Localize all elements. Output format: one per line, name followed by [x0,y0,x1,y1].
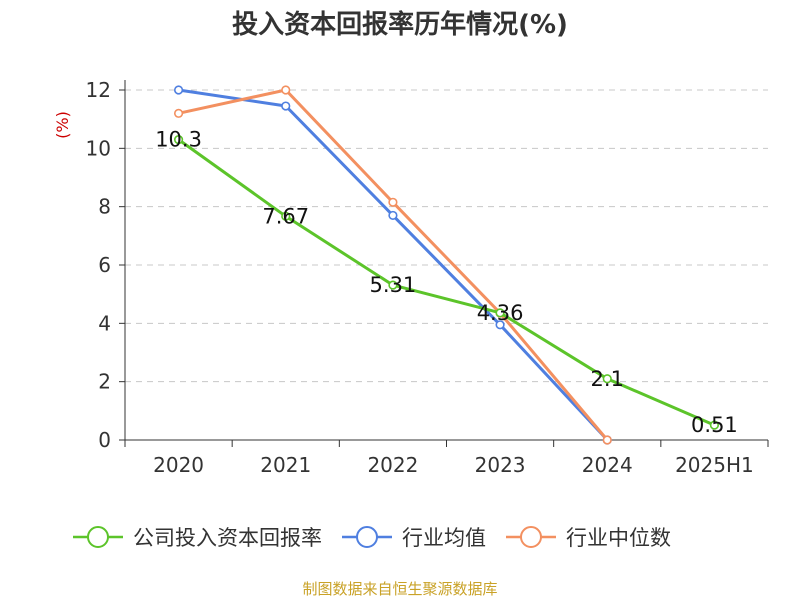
data-label: 7.67 [262,204,309,228]
data-point [281,211,291,221]
y-tick-label: 12 [86,78,111,102]
legend-item: 行业中位数 [506,526,671,550]
data-point [388,280,398,290]
data-point [495,320,505,330]
data-point [173,85,184,95]
series-0 [173,134,720,430]
data-label: 2.1 [591,367,624,391]
data-point [173,134,184,145]
legend-marker [87,526,109,548]
axes: 0 2 4 6 8 10 12 2020 2021 2022 2023 2024 2025H1 [86,78,769,477]
legend-label: 行业均值 [402,526,486,550]
grid [125,89,768,383]
x-tick-label: 2022 [367,453,418,477]
legend-label: 行业中位数 [566,526,671,550]
series-layer [173,85,720,445]
y-tick-label: 10 [86,136,111,160]
legend-marker [356,526,378,548]
data-labels: 10.3 7.67 5.31 4.36 2.1 0.51 [155,128,738,438]
y-tick-label: 4 [98,311,111,335]
x-tick-label: 2025H1 [675,453,754,477]
legend-item: 行业均值 [342,526,486,550]
y-tick-label: 8 [98,195,111,219]
x-tick-label: 2023 [475,453,526,477]
legend-item: 公司投入资本回报率 [73,526,322,550]
y-tick-label: 0 [98,428,111,452]
data-point [173,108,184,118]
source-note: 制图数据来自恒生聚源数据库 [302,580,497,598]
data-label: 10.3 [155,128,202,152]
y-tick-label: 2 [98,370,111,394]
data-point [495,308,505,318]
data-label: 5.31 [370,273,417,297]
legend-label: 公司投入资本回报率 [133,526,322,550]
data-point [281,85,291,95]
data-label: 0.51 [691,413,738,437]
data-point [602,435,612,445]
x-tick-label: 2021 [260,453,311,477]
data-point [388,197,398,207]
data-point [709,420,720,430]
x-tick-label: 2020 [153,453,204,477]
data-point [602,374,612,384]
y-axis-label: (%) [53,111,72,139]
x-tick-label: 2024 [582,453,633,477]
legend-marker [520,526,542,548]
data-point [281,101,291,111]
data-label: 4.36 [477,301,524,325]
series-line [177,138,715,427]
chart-title: 投入资本回报率历年情况(%) [232,9,568,40]
data-point [388,210,398,221]
legend: 公司投入资本回报率 行业均值 行业中位数 [73,526,671,550]
y-tick-label: 6 [98,253,111,277]
